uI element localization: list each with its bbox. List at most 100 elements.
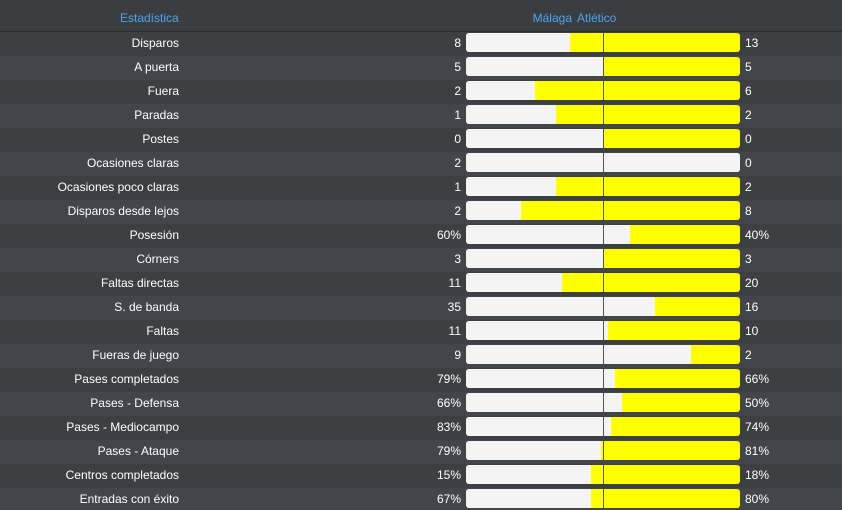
home-bar-fill [466,369,616,388]
away-value: 18% [745,468,770,482]
home-value: 15% [436,468,461,482]
bar-midline [603,441,604,460]
home-value: 9 [454,348,461,362]
bar-midline [603,489,604,508]
comparison-bar [466,441,740,460]
stat-row: Fuera 2 6 [0,80,842,104]
stat-label: Posesión [129,228,179,242]
stat-label: Pases - Defensa [90,396,179,410]
stat-label: Fuera [147,84,179,98]
stat-label: Pases - Ataque [97,444,179,458]
comparison-bar [466,225,740,244]
stat-label: Córners [136,252,179,266]
comparison-bar [466,201,740,220]
away-value: 81% [745,444,770,458]
stat-row: Pases - Ataque 79% 81% [0,440,842,464]
bar-midline [603,273,604,292]
stat-label: Pases - Mediocampo [66,420,179,434]
stat-row: A puerta 5 5 [0,56,842,80]
comparison-bar [466,489,740,508]
bar-midline [603,105,604,124]
home-value: 0 [454,132,461,146]
comparison-bar [466,105,740,124]
away-value: 3 [745,252,752,266]
comparison-bar [466,417,740,436]
stat-row: Disparos 8 13 [0,32,842,56]
away-value: 2 [745,108,752,122]
bar-midline [603,81,604,100]
home-bar-fill [466,177,557,196]
stat-label: Fueras de juego [92,348,179,362]
stat-label: Ocasiones poco claras [57,180,179,194]
comparison-bar [466,81,740,100]
stat-label: Postes [142,132,179,146]
stat-column-header[interactable]: Estadística [120,11,179,25]
bar-midline [603,33,604,52]
stat-row: Fueras de juego 9 2 [0,344,842,368]
home-bar-fill [466,57,603,76]
away-value: 0 [745,132,752,146]
away-value: 2 [745,348,752,362]
stat-label: Disparos desde lejos [67,204,179,218]
comparison-bar [466,345,740,364]
bar-midline [603,57,604,76]
stat-row: Ocasiones poco claras 1 2 [0,176,842,200]
away-value: 20 [745,276,759,290]
comparison-bar [466,249,740,268]
stat-row: Paradas 1 2 [0,104,842,128]
home-value: 2 [454,204,461,218]
bar-midline [603,297,604,316]
comparison-bar [466,465,740,484]
away-value: 13 [745,36,759,50]
comparison-bar [466,57,740,76]
stat-label: Faltas directas [100,276,179,290]
home-bar-fill [466,225,631,244]
stat-row: Pases - Defensa 66% 50% [0,392,842,416]
home-value: 66% [436,396,461,410]
comparison-bar [466,153,740,172]
stat-label: Entradas con éxito [79,492,179,506]
bar-midline [603,249,604,268]
home-value: 60% [436,228,461,242]
home-bar-fill [466,489,591,508]
away-value: 5 [745,60,752,74]
away-value: 80% [745,492,770,506]
home-bar-fill [466,441,602,460]
home-bar-fill [466,321,609,340]
home-bar-fill [466,33,571,52]
stat-row: S. de banda 35 16 [0,296,842,320]
stat-row: Faltas 11 10 [0,320,842,344]
bar-midline [603,465,604,484]
comparison-bar [466,321,740,340]
home-value: 3 [454,252,461,266]
bar-midline [603,225,604,244]
stat-row: Faltas directas 11 20 [0,272,842,296]
home-bar-fill [466,465,591,484]
stat-row: Pases completados 79% 66% [0,368,842,392]
stat-label: Pases completados [74,372,179,386]
home-value: 67% [436,492,461,506]
stat-row: Disparos desde lejos 2 8 [0,200,842,224]
stat-row: Ocasiones claras 2 0 [0,152,842,176]
stat-label: Paradas [134,108,179,122]
home-bar-fill [466,273,562,292]
stat-row: Córners 3 3 [0,248,842,272]
home-bar-fill [466,345,691,364]
stat-label: S. de banda [114,300,179,314]
stat-label: Faltas [146,324,179,338]
comparison-bar [466,273,740,292]
away-team-header[interactable]: Atlético [577,11,617,25]
comparison-bar [466,33,740,52]
home-bar-fill [466,81,535,100]
away-value: 74% [745,420,770,434]
stat-row: Pases - Mediocampo 83% 74% [0,416,842,440]
stat-row: Posesión 60% 40% [0,224,842,248]
home-team-header[interactable]: Málaga [532,11,572,25]
home-bar-fill [466,249,603,268]
home-value: 83% [436,420,461,434]
comparison-bar [466,129,740,148]
home-value: 8 [454,36,461,50]
home-value: 11 [448,324,461,338]
home-bar-fill [466,129,603,148]
home-value: 79% [436,372,461,386]
